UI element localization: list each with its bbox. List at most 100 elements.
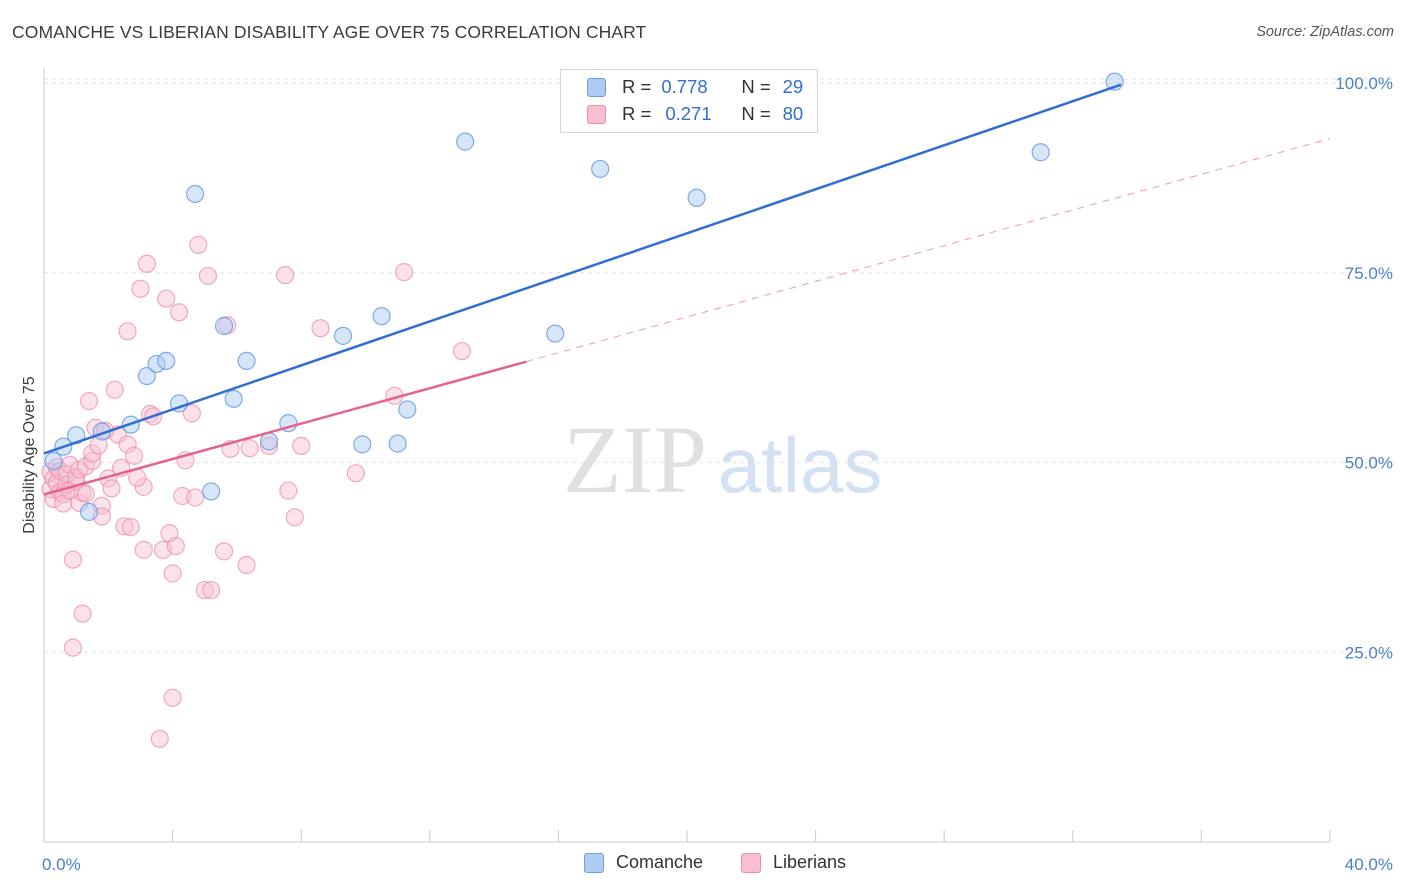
comanche-point (44, 451, 63, 471)
liberian-point (452, 341, 472, 361)
liberian-trend-line (43, 360, 527, 496)
comanche-point (79, 502, 99, 522)
watermark-atlas: atlas (718, 421, 883, 509)
y-tick-label: 75.0% (1345, 264, 1393, 283)
liberian-trend-extension (526, 137, 1331, 363)
watermark: ZIP atlas (563, 406, 882, 513)
liberian-point (63, 550, 83, 569)
liberian-point (137, 254, 156, 273)
liberian-point (182, 404, 201, 423)
liberian-point (237, 555, 256, 575)
liberian-point (79, 392, 99, 411)
comanche-legend-swatch (584, 852, 604, 873)
tick-labels: 25.0% 50.0% 75.0% 100.0% 0.0% 40.0% (42, 74, 1393, 874)
liberian-point (394, 263, 414, 282)
comanche-point (186, 184, 205, 204)
liberian-point (150, 729, 169, 748)
liberian-point (121, 517, 140, 537)
liberian-point (118, 435, 137, 454)
legend-r-label: R = (622, 103, 652, 124)
stats-legend: R = 0.778 N = 29 R = 0.271 N = 80 (560, 69, 818, 133)
comanche-point (237, 351, 256, 371)
liberian-point (198, 266, 218, 286)
legend-item-comanche[interactable]: Comanche (584, 852, 703, 873)
liberian-point (118, 322, 137, 341)
liberian-trend-dashed (526, 137, 1331, 363)
liberian-point (105, 380, 124, 399)
liberian-legend-swatch (741, 852, 761, 873)
liberian-point (311, 319, 330, 338)
legend-r-value: 0.271 (665, 103, 712, 124)
comanche-point (591, 159, 610, 179)
legend-label-liberians: Liberians (773, 852, 847, 872)
comanche-point (333, 326, 353, 345)
liberian-point (163, 688, 182, 707)
liberian-point (292, 436, 311, 455)
y-tick-label: 100.0% (1335, 74, 1393, 93)
comanche-trend-line (43, 83, 1122, 455)
legend-n-value: 80 (782, 103, 804, 124)
liberian-point (124, 446, 144, 465)
comanche-point (157, 351, 176, 371)
axes (43, 68, 1331, 843)
chart-title: COMANCHE VS LIBERIAN DISABILITY AGE OVER… (12, 22, 647, 42)
legend-r-value: 0.778 (661, 76, 708, 97)
liberian-point (128, 468, 147, 487)
liberian-point (346, 464, 365, 483)
legend-n-value: 29 (782, 76, 804, 97)
liberian-point (169, 303, 189, 322)
comanche-point (1031, 143, 1050, 162)
comanche-point (202, 482, 221, 501)
liberian-swatch (587, 104, 606, 124)
comanche-point (388, 434, 407, 453)
comanche-points (44, 72, 1124, 522)
legend-row-liberians: R = 0.271 N = 80 (587, 102, 803, 126)
liberian-point (279, 481, 298, 500)
liberian-point (276, 266, 295, 285)
liberian-point (134, 540, 153, 559)
liberian-point (83, 451, 102, 471)
legend-row-comanche: R = 0.778 N = 29 (587, 75, 803, 99)
liberian-point (195, 580, 214, 600)
comanche-point (224, 389, 243, 408)
liberian-point (240, 439, 259, 458)
legend-n-label: N = (741, 103, 771, 124)
liberian-point (214, 542, 234, 561)
y-tick-label: 50.0% (1345, 454, 1393, 473)
y-tick-label: 25.0% (1345, 643, 1393, 662)
liberian-point (285, 508, 304, 527)
comanche-point (456, 132, 475, 151)
liberian-point (166, 536, 185, 556)
source-attribution[interactable]: Source: ZipAtlas.com (1256, 24, 1394, 40)
x-tick-label: 40.0% (1345, 855, 1393, 874)
liberian-point (73, 604, 92, 623)
liberian-point (186, 488, 205, 507)
comanche-point (398, 400, 417, 419)
series-legend: Comanche Liberians (0, 852, 1406, 878)
comanche-point (372, 307, 391, 326)
liberian-point (134, 477, 153, 496)
x-tick-label: 0.0% (42, 855, 81, 874)
liberian-point (202, 580, 221, 600)
watermark-zip: ZIP (563, 406, 707, 513)
liberian-point (102, 479, 121, 498)
comanche-point (137, 366, 156, 386)
comanche-point (353, 435, 372, 454)
legend-item-liberians[interactable]: Liberians (741, 852, 846, 873)
comanche-point (687, 188, 706, 207)
liberian-point (76, 484, 95, 503)
legend-r-label: R = (622, 76, 652, 97)
liberian-point (63, 638, 83, 657)
liberian-point (163, 564, 182, 583)
comanche-point (546, 324, 565, 343)
liberian-point (131, 279, 150, 298)
comanche-swatch (587, 77, 606, 97)
liberian-points (41, 235, 472, 748)
liberian-point (157, 289, 176, 308)
legend-label-comanche: Comanche (616, 852, 704, 872)
trend-lines (43, 83, 1122, 496)
liberian-point (189, 235, 208, 254)
liberian-point (115, 517, 134, 536)
comanche-point (214, 316, 234, 336)
